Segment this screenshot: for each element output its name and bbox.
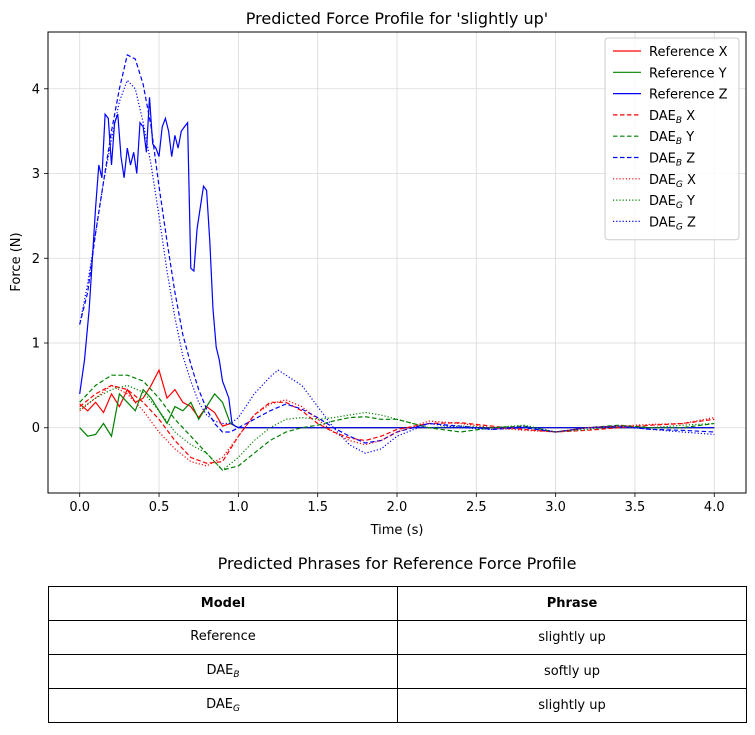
x-tick-label: 3.0 — [545, 500, 566, 515]
phrase-table: Model Phrase Reference slightly up DAEB … — [48, 586, 747, 723]
x-tick-label: 2.0 — [387, 500, 408, 515]
y-axis-label: Force (N) — [9, 232, 24, 291]
cell-model: DAEG — [48, 688, 398, 723]
y-tick-label: 0 — [32, 421, 40, 436]
table-row: DAEG slightly up — [48, 688, 747, 723]
cell-model: Reference — [48, 620, 398, 655]
legend-label: DAEG Z — [649, 215, 696, 232]
x-axis-label: Time (s) — [370, 523, 424, 538]
table-row: Reference slightly up — [48, 620, 747, 655]
table-header-row: Model Phrase — [48, 586, 747, 621]
y-tick-label: 3 — [32, 167, 40, 182]
force-profile-chart: Predicted Force Profile for 'slightly up… — [9, 9, 747, 538]
x-tick-label: 3.5 — [625, 500, 646, 515]
model-name: DAE — [206, 697, 233, 712]
legend-box — [604, 37, 740, 241]
legend-label: DAEG X — [649, 173, 696, 190]
cell-model: DAEB — [48, 654, 398, 689]
series-line-dae-g-y — [79, 384, 715, 471]
axis-ticks: 0.0 0.5 1.0 1.5 2.0 2.5 3.0 3.5 4.0 0 1 2 3 4 — [32, 82, 725, 515]
y-tick-label: 2 — [32, 252, 40, 267]
x-tick-label: 4.0 — [704, 500, 725, 515]
model-name: Reference — [190, 629, 256, 644]
header-phrase: Phrase — [397, 586, 747, 621]
model-subscript: B — [233, 670, 240, 680]
chart-title: Predicted Force Profile for 'slightly up… — [246, 9, 548, 28]
legend-label: Reference X — [649, 45, 728, 60]
cell-phrase: softly up — [397, 654, 747, 689]
series-line-reference-z — [79, 97, 715, 429]
legend-label: DAEG Y — [649, 194, 695, 211]
legend: Reference X Reference Y Reference Z DAEB X D… — [604, 37, 740, 241]
legend-label: Reference Z — [649, 88, 728, 103]
y-tick-label: 1 — [32, 337, 40, 352]
legend-label: DAEB Z — [649, 152, 695, 169]
legend-label: DAEB X — [649, 109, 695, 126]
header-model: Model — [48, 586, 398, 621]
table-row: DAEB softly up — [48, 654, 747, 689]
x-tick-label: 1.5 — [307, 500, 328, 515]
model-name: DAE — [206, 663, 234, 678]
x-tick-label: 0.5 — [149, 500, 170, 515]
cell-phrase: slightly up — [397, 620, 747, 655]
model-subscript: G — [232, 704, 240, 714]
table-title: Predicted Phrases for Reference Force Pr… — [217, 554, 577, 573]
x-tick-label: 1.0 — [228, 500, 249, 515]
series-line-dae-g-z — [79, 79, 715, 454]
x-tick-label: 0.0 — [69, 500, 90, 515]
cell-phrase: slightly up — [397, 688, 747, 723]
x-tick-label: 2.5 — [466, 500, 487, 515]
y-tick-label: 4 — [32, 82, 40, 97]
plot-lines — [79, 54, 715, 471]
legend-label: Reference Y — [649, 66, 727, 81]
legend-label: DAEB Y — [649, 130, 694, 147]
